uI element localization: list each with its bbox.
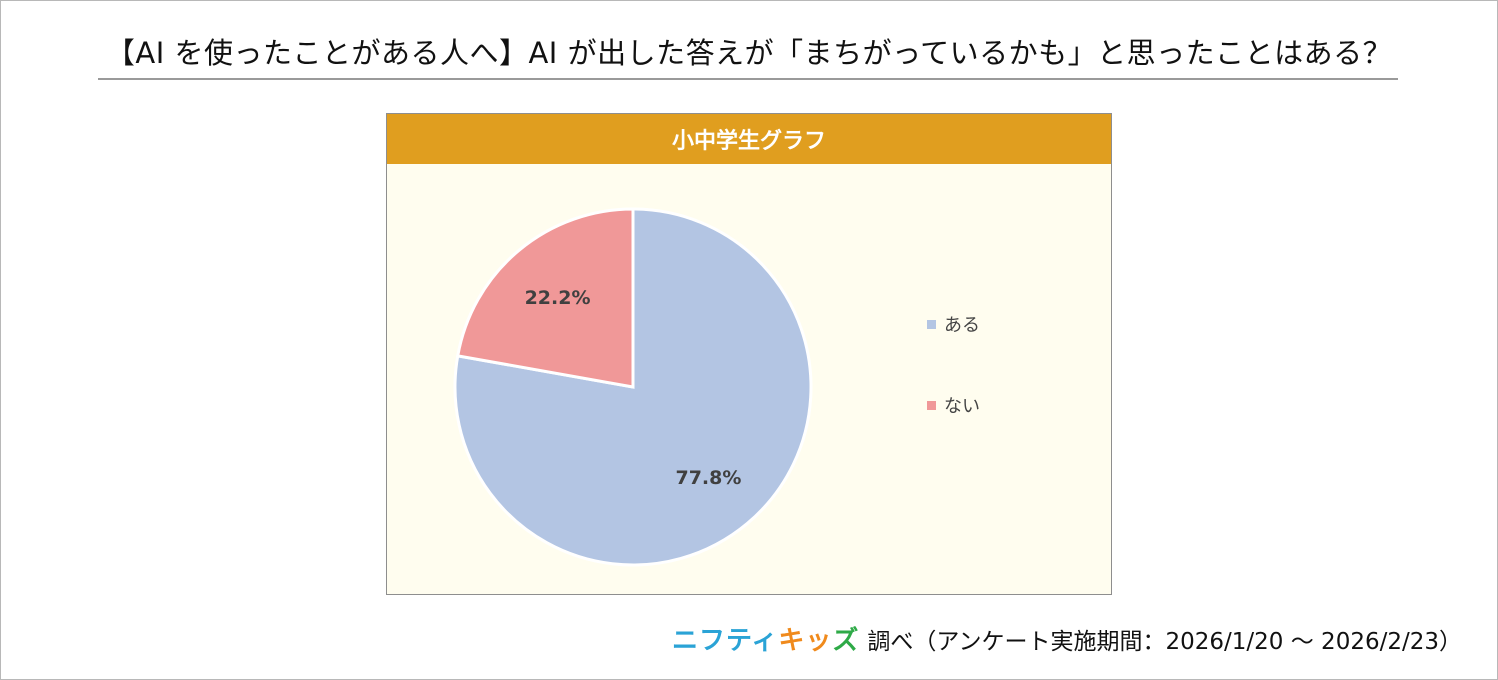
nifty-kids-logo: ニフティキッズ bbox=[671, 626, 860, 656]
survey-period-note: 調べ（アンケート実施期間：2026/1/20 ～ 2026/2/23） bbox=[867, 628, 1462, 655]
slice-nai bbox=[456, 207, 635, 389]
data-label-nai: 22.2% bbox=[525, 287, 591, 309]
title-divider bbox=[98, 78, 1398, 80]
pie-chart: 77.8% 22.2% bbox=[453, 207, 813, 567]
chart-panel: 小中学生グラフ 77.8% 22.2% ある ない bbox=[386, 113, 1112, 595]
chart-header: 小中学生グラフ bbox=[387, 114, 1111, 164]
legend-swatch-aru bbox=[927, 319, 936, 329]
legend-label-nai: ない bbox=[944, 396, 980, 417]
legend-swatch-nai bbox=[927, 400, 936, 410]
page-title: 【AI を使ったことがある人へ】AI が出した答えが「まちがっているかも」と思っ… bbox=[105, 36, 1393, 70]
footer-credit: ニフティキッズ 調べ（アンケート実施期間：2026/1/20 ～ 2026/2/… bbox=[672, 620, 1462, 657]
legend-item-aru: ある bbox=[927, 311, 980, 337]
data-label-aru: 77.8% bbox=[675, 467, 741, 489]
slice-aru bbox=[453, 207, 813, 567]
legend-label-aru: ある bbox=[944, 315, 980, 336]
legend-item-nai: ない bbox=[927, 392, 980, 418]
